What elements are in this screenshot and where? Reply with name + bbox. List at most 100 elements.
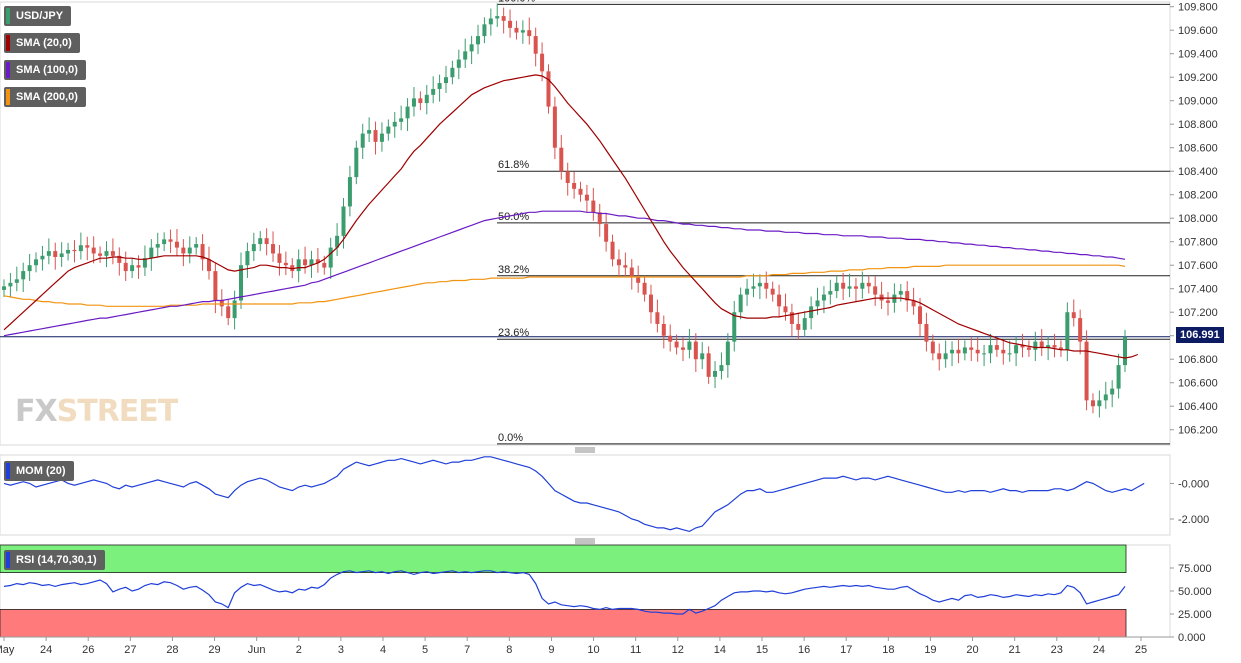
candle-body [898, 291, 903, 295]
candle-body [1123, 336, 1127, 366]
candle-body [584, 194, 589, 201]
symbol-swatch [6, 8, 10, 24]
x-tick-label: 17 [840, 644, 852, 656]
candle-body [1078, 318, 1083, 342]
candle-body [501, 16, 506, 21]
last-price-tag: 106.991 [1176, 327, 1224, 343]
x-tick-label: 29 [208, 644, 220, 656]
candle-body [885, 300, 890, 303]
rsi-tick-label: 75.000 [1178, 563, 1212, 575]
candle-body [72, 249, 77, 252]
candle-body [360, 133, 365, 148]
legend-rsi-label: RSI (14,70,30,1) [16, 554, 97, 566]
fib-level-label: 38.2% [498, 264, 529, 276]
x-tick-label: 19 [924, 644, 936, 656]
candle-body [405, 106, 410, 119]
legend-sma20[interactable]: SMA (20,0) [4, 33, 80, 53]
legend-symbol-label: USD/JPY [16, 10, 64, 22]
candle-body [1014, 345, 1019, 354]
candle-body [565, 171, 570, 183]
candle-body [117, 255, 122, 263]
price-tick-label: 109.800 [1178, 2, 1218, 14]
candle-body [239, 265, 244, 301]
sma20-line [3, 74, 1139, 359]
x-tick-label: 21 [1009, 644, 1021, 656]
candle-body [604, 224, 609, 242]
price-tick-label: 106.200 [1178, 425, 1218, 437]
candle-body [847, 286, 852, 289]
price-tick-label: 108.400 [1178, 166, 1218, 178]
candle-body [629, 267, 634, 277]
candle-body [975, 349, 980, 354]
legend-sma100[interactable]: SMA (100,0) [4, 60, 86, 80]
mom-tick-label: -0.000 [1178, 478, 1209, 490]
candle-body [597, 212, 602, 225]
x-tick-label: 24 [1093, 644, 1105, 656]
candle-body [110, 251, 115, 256]
legend-sma200[interactable]: SMA (200,0) [4, 87, 86, 107]
mom-swatch [6, 463, 10, 479]
legend-rsi[interactable]: RSI (14,70,30,1) [4, 550, 105, 570]
x-tick-label: 25 [1135, 644, 1147, 656]
candle-body [732, 312, 737, 342]
x-tick-label: 8 [506, 644, 512, 656]
candle-body [232, 300, 237, 319]
legend-sma200-label: SMA (200,0) [16, 91, 78, 103]
candle-body [546, 71, 551, 107]
candle-body [226, 306, 231, 319]
candle-body [456, 59, 461, 68]
candle-body [789, 312, 794, 324]
candle-body [309, 259, 314, 266]
candle-body [866, 282, 871, 287]
candle-body [924, 323, 929, 342]
candle-body [104, 251, 109, 256]
rsi-overbought-zone [0, 544, 1127, 574]
candle-body [1103, 394, 1108, 401]
candle-body [962, 347, 967, 354]
candle-body [1007, 353, 1012, 355]
candle-body [277, 253, 282, 263]
candle-body [514, 27, 519, 33]
candle-body [988, 345, 993, 354]
candle-body [303, 259, 308, 266]
price-tick-label: 107.200 [1178, 307, 1218, 319]
candle-body [335, 235, 340, 248]
candle-body [200, 244, 205, 260]
rsi-line [3, 570, 1126, 615]
candle-body [2, 286, 6, 290]
x-tick-label: 27 [124, 644, 136, 656]
fxstreet-watermark: FXSTREET [15, 394, 178, 429]
candle-body [206, 259, 211, 272]
candle-body [283, 262, 288, 266]
candle-body [149, 247, 154, 259]
candle-body [245, 251, 250, 266]
candle-body [354, 147, 359, 178]
price-tick-label: 107.800 [1178, 237, 1218, 249]
rsi-oversold-zone [0, 609, 1127, 638]
candle-body [488, 18, 493, 25]
candle-body [693, 341, 698, 360]
x-tick-label: 7 [464, 644, 470, 656]
x-tick-label: 10 [587, 644, 599, 656]
candle-body [982, 353, 987, 355]
price-tick-label: 108.200 [1178, 190, 1218, 202]
candle-body [777, 294, 782, 307]
price-tick-label: 109.400 [1178, 49, 1218, 61]
candle-body [85, 245, 90, 248]
sma100-line [3, 210, 1126, 337]
x-tick-label: Jun [248, 644, 266, 656]
candle-body [136, 265, 141, 268]
legend-mom[interactable]: MOM (20) [4, 461, 74, 481]
legend-symbol[interactable]: USD/JPY [4, 6, 72, 26]
candle-body [1026, 347, 1031, 350]
candle-body [674, 341, 679, 348]
price-tick-label: 107.600 [1178, 260, 1218, 272]
candle-body [994, 345, 999, 350]
x-tick-label: 16 [798, 644, 810, 656]
price-tick-label: 108.800 [1178, 119, 1218, 131]
sma200-swatch [6, 89, 10, 105]
candle-body [194, 244, 199, 248]
candle-body [559, 147, 564, 172]
momentum-line [3, 456, 1145, 533]
